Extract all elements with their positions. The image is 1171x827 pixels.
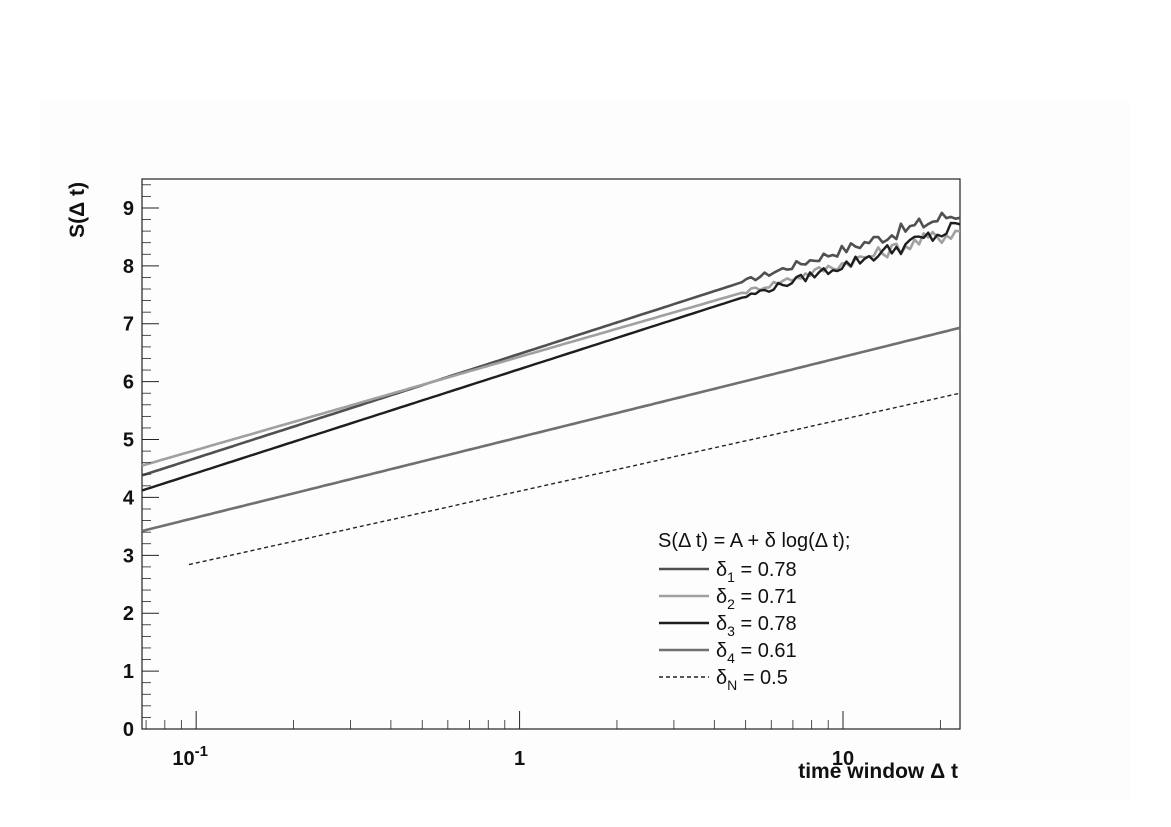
y-tick-label: 2	[123, 603, 134, 625]
legend-label-4: δ4 = 0.61	[716, 640, 797, 666]
y-tick-label: 1	[123, 661, 134, 683]
legend-label-5: δN = 0.5	[716, 667, 788, 693]
y-axis-title: S(Δ t)	[66, 182, 89, 238]
y-tick-label: 6	[123, 372, 134, 394]
legend-label-3: δ3 = 0.78	[716, 613, 797, 639]
y-tick-label: 9	[123, 198, 134, 220]
series-line-5	[188, 392, 961, 566]
y-tick-label: 5	[123, 430, 134, 452]
legend-title: S(Δ t) = A + δ log(Δ t);	[658, 530, 850, 552]
x-tick-label: 10	[832, 748, 854, 770]
series-line-1	[141, 211, 961, 477]
x-tick-label: 1	[514, 748, 525, 770]
y-tick-label: 7	[123, 314, 134, 336]
y-tick-label: 3	[123, 545, 134, 567]
series-line-4	[141, 326, 961, 533]
legend-label-1: δ1 = 0.78	[716, 559, 797, 585]
x-tick-label: 10-1	[172, 743, 208, 770]
y-tick-label: 4	[123, 487, 135, 509]
plot-frame	[141, 178, 961, 730]
y-tick-label: 8	[123, 256, 134, 278]
legend-label-2: δ2 = 0.71	[716, 586, 797, 612]
y-tick-label: 0	[123, 719, 134, 741]
series-line-2	[141, 229, 961, 467]
series-line-3	[141, 221, 961, 492]
x-axis-title: time window Δ t	[798, 760, 958, 783]
